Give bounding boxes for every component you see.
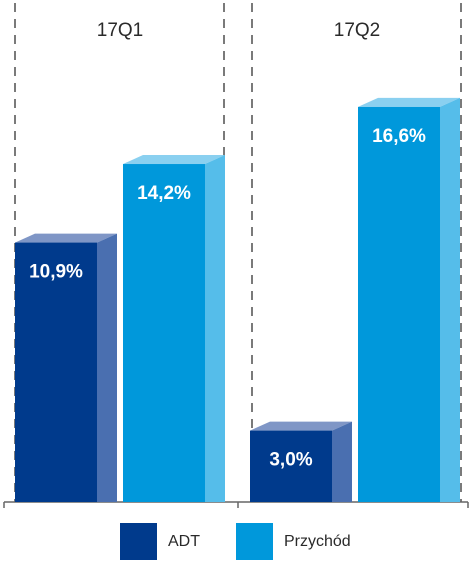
bar-front-face [250, 430, 332, 502]
bar-side-face [440, 97, 460, 503]
data-label-adt-17q2: 3,0% [269, 450, 312, 471]
legend-item-przychod: Przychód [236, 523, 351, 560]
bar-side-face [205, 155, 225, 503]
bar-top-face [358, 97, 460, 107]
category-title-17q2: 17Q2 [334, 20, 380, 41]
bar-side-face [332, 421, 352, 502]
data-label-przychod-17q1: 14,2% [137, 183, 191, 204]
bar-front-face [123, 164, 205, 503]
bar-side-face [97, 233, 117, 502]
bar-top-face [15, 233, 117, 243]
bar-top-face [250, 421, 352, 431]
legend-label: ADT [168, 533, 200, 550]
category-title-17q1: 17Q1 [97, 20, 143, 41]
bar-front-face [15, 242, 97, 502]
bar-front-face [358, 106, 440, 503]
bar-adt-17q2 [250, 421, 352, 502]
bars [15, 97, 460, 503]
bar-top-face [123, 155, 225, 165]
legend-label: Przychód [284, 533, 351, 550]
legend-item-adt: ADT [120, 523, 200, 560]
bar-adt-17q1 [15, 233, 117, 502]
category-titles: 17Q1 17Q2 [97, 20, 380, 41]
legend: ADT Przychód [120, 523, 351, 560]
bar-przychod-17q1 [123, 155, 225, 503]
legend-swatch [120, 523, 157, 560]
data-labels: 10,9% 14,2% 3,0% 16,6% [29, 126, 426, 471]
data-label-przychod-17q2: 16,6% [372, 126, 426, 147]
data-label-adt-17q1: 10,9% [29, 262, 83, 283]
legend-swatch [236, 523, 273, 560]
bar-przychod-17q2 [358, 97, 460, 503]
